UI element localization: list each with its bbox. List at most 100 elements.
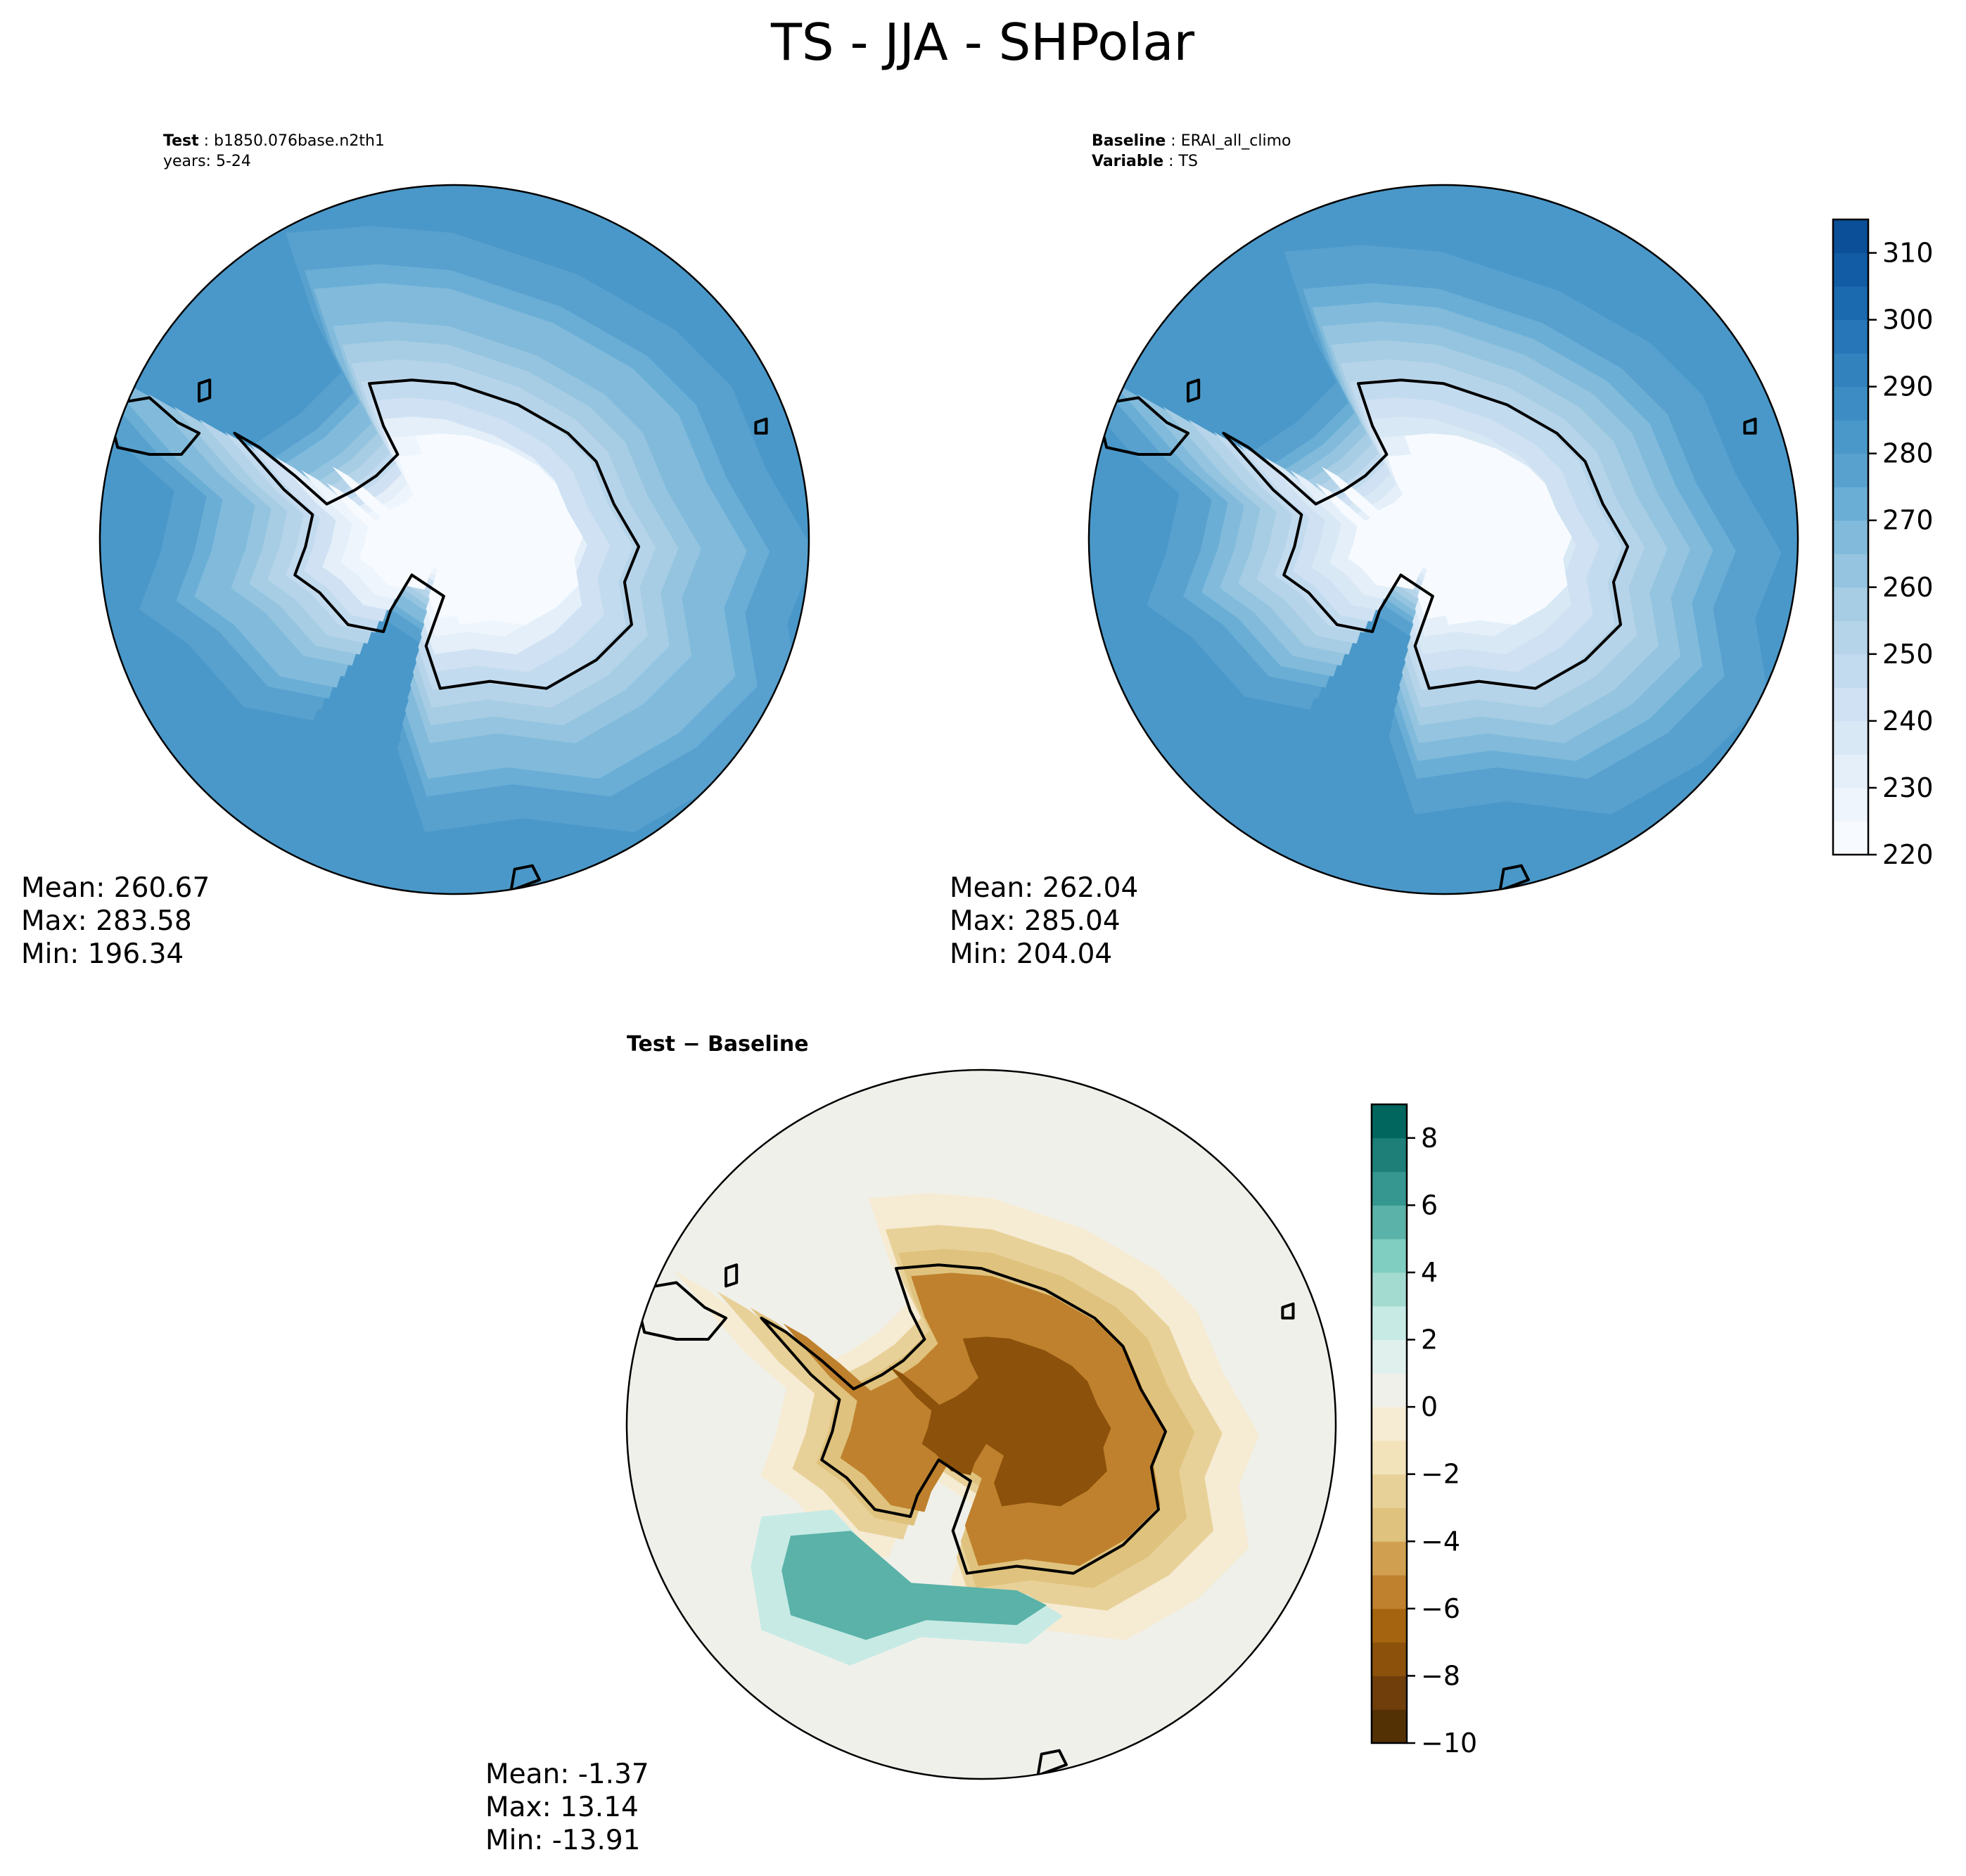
absolute-colorbar-swatch bbox=[1833, 353, 1868, 388]
difference-colorbar-swatch bbox=[1372, 1373, 1407, 1408]
difference-colorbar-swatch bbox=[1372, 1137, 1407, 1173]
test-header-years: years: 5-24 bbox=[163, 153, 251, 170]
difference-colorbar-swatch bbox=[1372, 1709, 1407, 1744]
absolute-colorbar-tick-label: 250 bbox=[1882, 639, 1934, 670]
test-map bbox=[98, 184, 810, 895]
test-header-case: b1850.076base.n2th1 bbox=[214, 132, 385, 150]
absolute-colorbar-swatch bbox=[1833, 520, 1868, 554]
difference-colorbar-tick-label: −6 bbox=[1421, 1593, 1460, 1624]
absolute-colorbar-swatch bbox=[1833, 319, 1868, 354]
baseline-header-line-2: Variable : TS bbox=[1092, 153, 1198, 170]
test-map-boundary bbox=[98, 184, 810, 895]
difference-colorbar-swatch bbox=[1372, 1104, 1407, 1139]
absolute-colorbar-tick-label: 290 bbox=[1882, 371, 1934, 402]
test-header-sep: : bbox=[199, 132, 214, 150]
difference-colorbar-tick-label: 6 bbox=[1421, 1189, 1438, 1220]
absolute-colorbar-swatch bbox=[1833, 653, 1868, 688]
difference-map-boundary bbox=[625, 1068, 1337, 1780]
difference-colorbar-tick-label: 0 bbox=[1421, 1391, 1438, 1422]
absolute-colorbar-tick-label: 270 bbox=[1882, 505, 1934, 536]
absolute-colorbar-swatch bbox=[1833, 286, 1868, 321]
difference-colorbar-swatch bbox=[1372, 1676, 1407, 1710]
difference-colorbar-swatch bbox=[1372, 1507, 1407, 1542]
test-stat-mean: Mean: 260.67 bbox=[21, 872, 210, 904]
test-coastline bbox=[198, 378, 212, 403]
baseline-header-line-1: Baseline : ERAI_all_climo bbox=[1092, 132, 1291, 150]
baseline-header-label: Baseline bbox=[1092, 132, 1166, 150]
difference-coastline bbox=[725, 1263, 739, 1288]
absolute-colorbar-frame bbox=[1832, 218, 1870, 856]
difference-coastline bbox=[1036, 1749, 1068, 1777]
difference-colorbar-frame bbox=[1370, 1103, 1408, 1744]
absolute-colorbar-swatch bbox=[1833, 720, 1868, 755]
baseline-plateau-region bbox=[1321, 433, 1572, 625]
test-stat-max: Max: 283.58 bbox=[21, 905, 192, 937]
difference-colorbar-swatch bbox=[1372, 1440, 1407, 1475]
difference-colorbar-swatch bbox=[1372, 1171, 1407, 1206]
baseline-panel: Baseline : ERAI_all_climo Variable : TS … bbox=[950, 132, 1934, 970]
absolute-colorbar-tick-label: 280 bbox=[1882, 438, 1934, 469]
difference-colorbar-tick-label: 4 bbox=[1421, 1257, 1438, 1288]
absolute-colorbar-tick-label: 220 bbox=[1882, 839, 1934, 870]
absolute-colorbar-tick-label: 310 bbox=[1882, 238, 1934, 269]
difference-colorbar-swatch bbox=[1372, 1541, 1407, 1576]
absolute-colorbar-tick-label: 300 bbox=[1882, 305, 1934, 336]
baseline-header-sep: : bbox=[1166, 132, 1180, 150]
difference-colorbar-tick-label: 2 bbox=[1421, 1325, 1438, 1355]
difference-colorbar-swatch bbox=[1372, 1205, 1407, 1239]
difference-colorbar-swatch bbox=[1372, 1608, 1407, 1643]
baseline-variable-label: Variable bbox=[1092, 153, 1163, 170]
difference-antarctica-coastline bbox=[760, 1263, 1168, 1575]
test-coastline bbox=[754, 417, 768, 435]
test-stat-min: Min: 196.34 bbox=[21, 938, 184, 970]
baseline-map bbox=[1087, 184, 1799, 895]
absolute-colorbar-swatch bbox=[1833, 587, 1868, 621]
difference-colorbar-swatch bbox=[1372, 1575, 1407, 1609]
difference-cooling-core bbox=[888, 1336, 1111, 1507]
baseline-coastline bbox=[1187, 378, 1201, 403]
absolute-colorbar-swatch bbox=[1833, 554, 1868, 588]
absolute-colorbar-swatch bbox=[1833, 620, 1868, 655]
difference-coastline bbox=[632, 1281, 728, 1341]
difference-panel: Test − Baseline Mean: -1.37 Max: 13.14 M… bbox=[485, 1032, 1477, 1856]
difference-colorbar: −10 −8 −6 −4 −2 0 2 4 6 8 bbox=[1370, 1103, 1477, 1759]
test-header-line-1: Test : b1850.076base.n2th1 bbox=[163, 132, 385, 150]
difference-colorbar-swatch bbox=[1372, 1272, 1407, 1307]
difference-colorbar-swatch bbox=[1372, 1474, 1407, 1508]
baseline-stat-max: Max: 285.04 bbox=[950, 905, 1121, 937]
difference-colorbar-tick-label: −2 bbox=[1421, 1459, 1460, 1490]
difference-colorbar-tick-label: −4 bbox=[1421, 1526, 1460, 1557]
difference-coastline bbox=[1281, 1302, 1295, 1320]
test-plateau-region bbox=[332, 433, 583, 625]
baseline-variable-value: TS bbox=[1178, 153, 1198, 170]
absolute-colorbar-swatch bbox=[1833, 420, 1868, 454]
baseline-map-boundary bbox=[1087, 184, 1799, 895]
test-panel: Test : b1850.076base.n2th1 years: 5-24 M… bbox=[21, 132, 810, 970]
difference-stat-mean: Mean: -1.37 bbox=[485, 1759, 649, 1790]
difference-colorbar-tick-label: −8 bbox=[1421, 1660, 1460, 1691]
test-coastline bbox=[106, 396, 201, 456]
difference-colorbar-swatch bbox=[1372, 1339, 1407, 1374]
baseline-header-case: ERAI_all_climo bbox=[1181, 132, 1291, 150]
absolute-colorbar-swatch bbox=[1833, 821, 1868, 855]
absolute-colorbar-tick-label: 240 bbox=[1882, 706, 1934, 736]
difference-colorbar-swatch bbox=[1372, 1642, 1407, 1676]
difference-colorbar-swatch bbox=[1372, 1306, 1407, 1341]
difference-colorbar-swatch bbox=[1372, 1407, 1407, 1441]
test-header-label: Test bbox=[163, 132, 199, 150]
absolute-colorbar-swatch bbox=[1833, 487, 1868, 521]
baseline-coastline bbox=[1094, 396, 1190, 456]
baseline-coastline bbox=[1743, 417, 1757, 435]
difference-colorbar-tick-label: 8 bbox=[1421, 1123, 1438, 1154]
difference-warming-band bbox=[781, 1531, 1047, 1640]
difference-colorbar-tick-label: −10 bbox=[1421, 1728, 1477, 1759]
difference-title: Test − Baseline bbox=[627, 1032, 809, 1057]
difference-colorbar-swatch bbox=[1372, 1239, 1407, 1273]
absolute-colorbar-tick-label: 260 bbox=[1882, 572, 1934, 603]
absolute-colorbar-swatch bbox=[1833, 253, 1868, 287]
figure-title: TS - JJA - SHPolar bbox=[770, 13, 1195, 72]
absolute-colorbar-swatch bbox=[1833, 787, 1868, 822]
baseline-variable-sep: : bbox=[1163, 153, 1178, 170]
test-antarctica-coastline bbox=[233, 378, 641, 690]
